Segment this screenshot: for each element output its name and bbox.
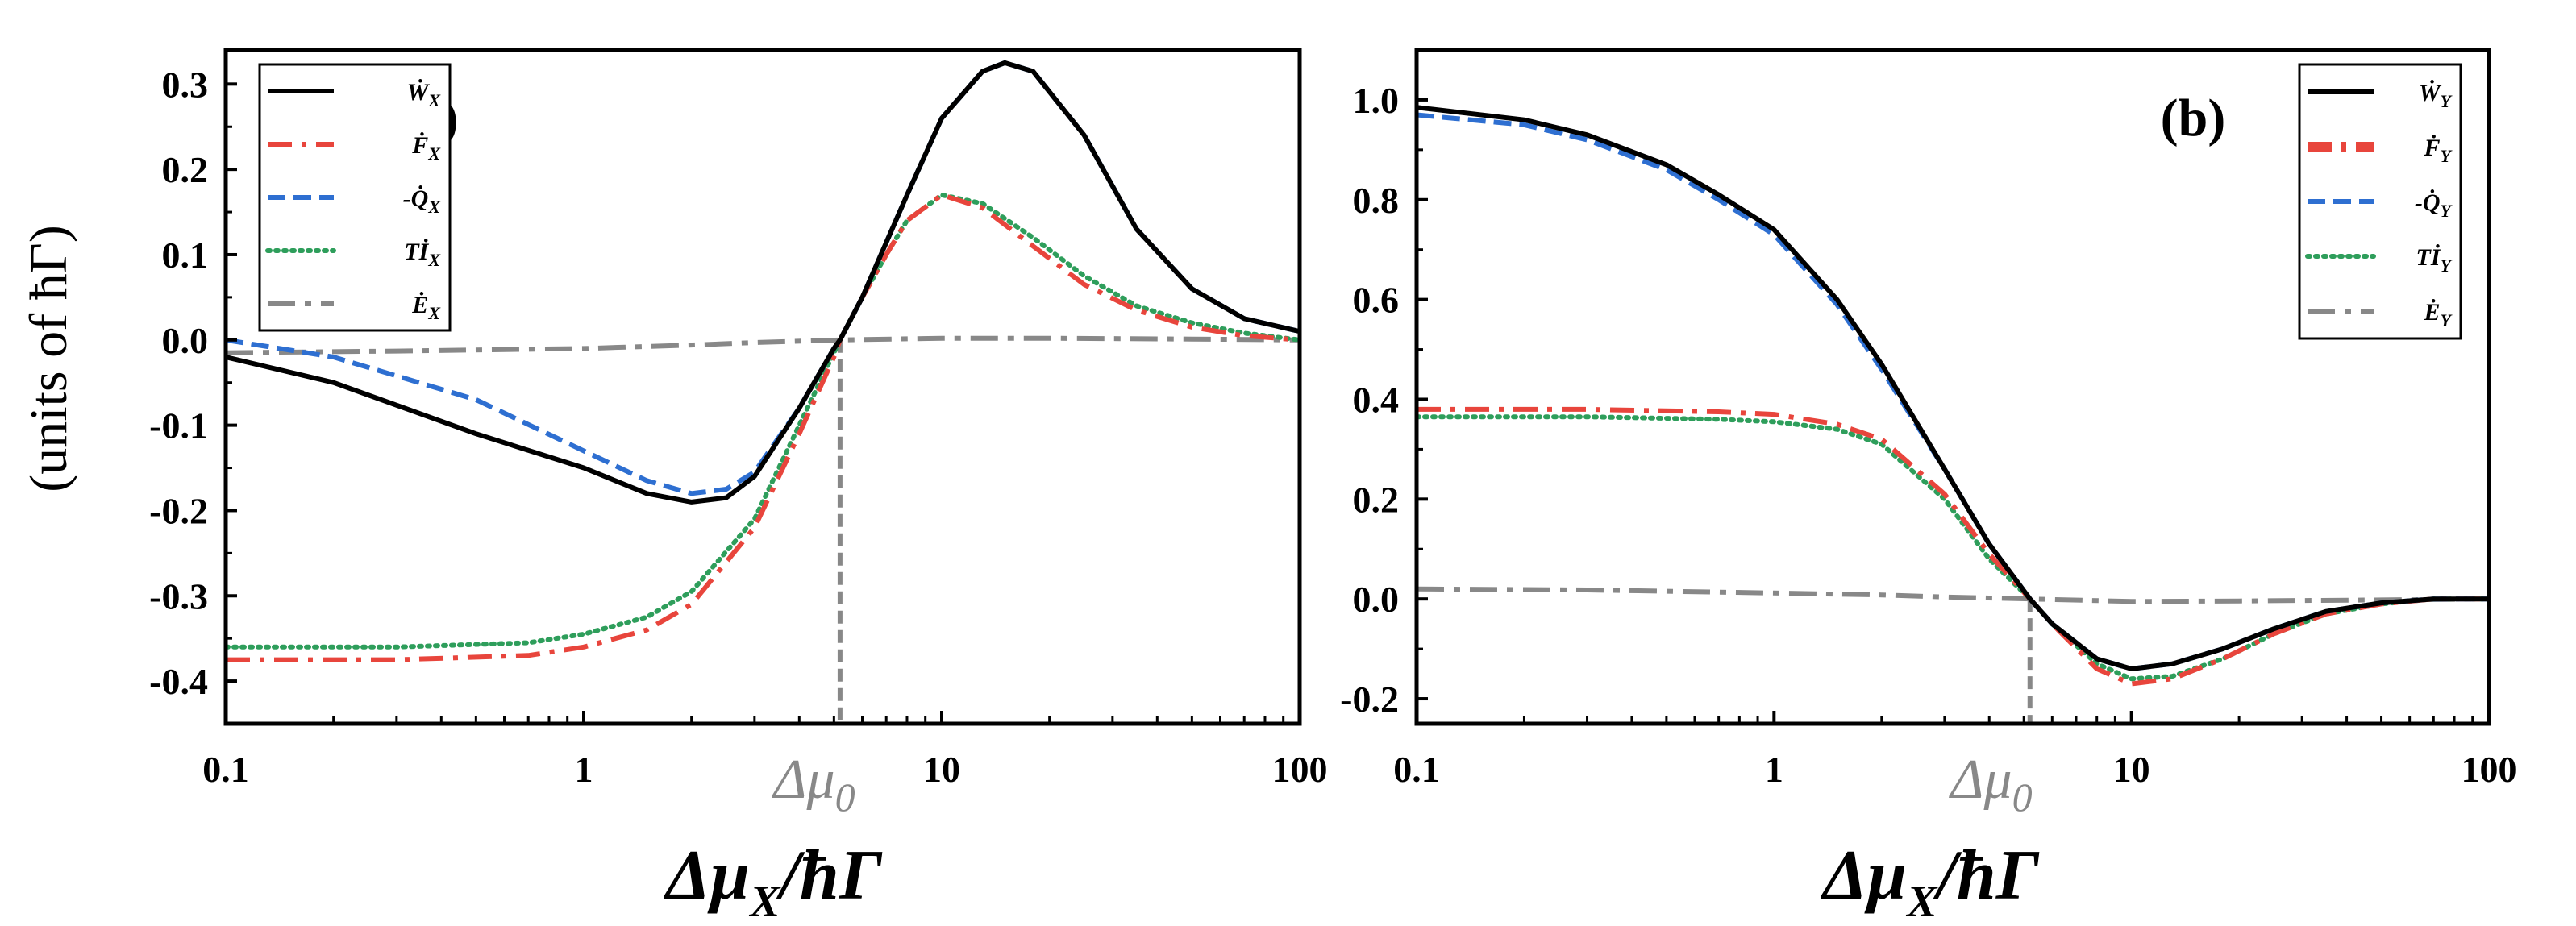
y-tick-label-a: 0.3 — [162, 64, 209, 105]
x-tick-label-b: 10 — [2113, 749, 2150, 790]
legend-label-a: ẆX — [407, 78, 442, 110]
x-tick-label-b: 0.1 — [1393, 749, 1440, 790]
y-tick-label-b: 0.2 — [1353, 479, 1400, 520]
legend-label-b: ẆY — [2419, 79, 2453, 111]
panel-a: -0.4-0.3-0.2-0.10.00.10.20.30.1110100(a)… — [149, 48, 1328, 790]
series-line-b-0 — [1417, 105, 2489, 671]
y-tick-label-a: -0.4 — [149, 661, 208, 702]
x-axis-title-b: ΔμX/ħΓ — [1821, 837, 2040, 926]
mu0-label-b-sub: 0 — [2012, 774, 2033, 820]
y-tick-label-a: -0.3 — [149, 575, 208, 617]
x-axis-title-b-sub: X — [1905, 877, 1938, 926]
legend-label-b: ĖY — [2424, 299, 2453, 330]
series-line-b-4 — [1417, 586, 2489, 604]
y-tick-label-b: 0.6 — [1353, 280, 1400, 321]
x-tick-label-a: 10 — [923, 749, 960, 790]
legend-label-b: ḞY — [2424, 135, 2453, 166]
x-tick-label-a: 1 — [575, 749, 593, 790]
legend-label-a: TİX — [404, 239, 441, 270]
y-tick-label-a: 0.0 — [162, 320, 209, 361]
series-line-a-0 — [226, 60, 1300, 505]
panel-b: -0.2 0.0 0.2 0.4 0.6 0.8 1.0 0.1 1 10 100 (b) ẆY ḞY -Q… — [1340, 48, 2517, 790]
y-tick-label-a: 0.2 — [162, 149, 209, 190]
legend-box-a — [258, 63, 452, 332]
x-tick-label-b: 100 — [2462, 749, 2517, 790]
legend-box-b — [2298, 63, 2462, 340]
series-line-b-3 — [1417, 414, 2489, 682]
panel-label-b: (b) — [2161, 89, 2226, 147]
legend-label-a: -Q̇X — [403, 185, 442, 217]
mu0-label-b: Δμ0 — [1948, 749, 2032, 820]
legend-a: ẆX ḞX -Q̇X TİX ĖX — [258, 63, 452, 332]
x-axis-title-a: ΔμX/ħΓ — [664, 837, 883, 926]
legend-label-a: ḞX — [411, 132, 441, 164]
y-tick-label-b: 1.0 — [1353, 80, 1400, 121]
legend-label-b: -Q̇Y — [2415, 189, 2453, 221]
x-tick-label-b: 1 — [1765, 749, 1783, 790]
y-tick-label-a: -0.2 — [149, 490, 208, 531]
x-axis-title-a-tail: /ħΓ — [775, 837, 882, 915]
series-line-b-1 — [1417, 406, 2489, 687]
y-tick-label-b: -0.2 — [1340, 679, 1399, 720]
legend-b: ẆY ḞY -Q̇Y TİY ĖY — [2298, 63, 2462, 340]
y-tick-label-b: 0.0 — [1353, 579, 1400, 620]
y-tick-label-b: 0.8 — [1353, 180, 1400, 221]
series-line-a-4 — [226, 335, 1300, 355]
x-axis-title-b-main: Δμ — [1821, 837, 1907, 915]
x-axis-title-a-main: Δμ — [664, 837, 750, 915]
x-tick-label-a: 100 — [1272, 749, 1328, 790]
x-axis-title-a-sub: X — [748, 877, 781, 926]
mu0-label-b-main: Δμ — [1948, 749, 2012, 811]
plot-frame-a — [223, 48, 1302, 726]
y-axis-title: (units of ħΓ) — [19, 225, 78, 492]
y-tick-label-b: 0.4 — [1353, 379, 1400, 420]
plot-frame-b — [1414, 48, 2491, 726]
legend-label-a: ĖX — [411, 292, 441, 323]
mu0-label-a-sub: 0 — [835, 774, 855, 820]
mu0-label-a-main: Δμ — [771, 749, 834, 811]
x-tick-label-a: 0.1 — [202, 749, 249, 790]
x-axis-title-b-tail: /ħΓ — [1932, 837, 2039, 915]
y-tick-label-a: 0.1 — [162, 235, 209, 276]
y-tick-label-a: -0.1 — [149, 405, 208, 446]
mu0-label-a: Δμ0 — [771, 749, 855, 820]
legend-label-b: TİY — [2416, 244, 2453, 276]
